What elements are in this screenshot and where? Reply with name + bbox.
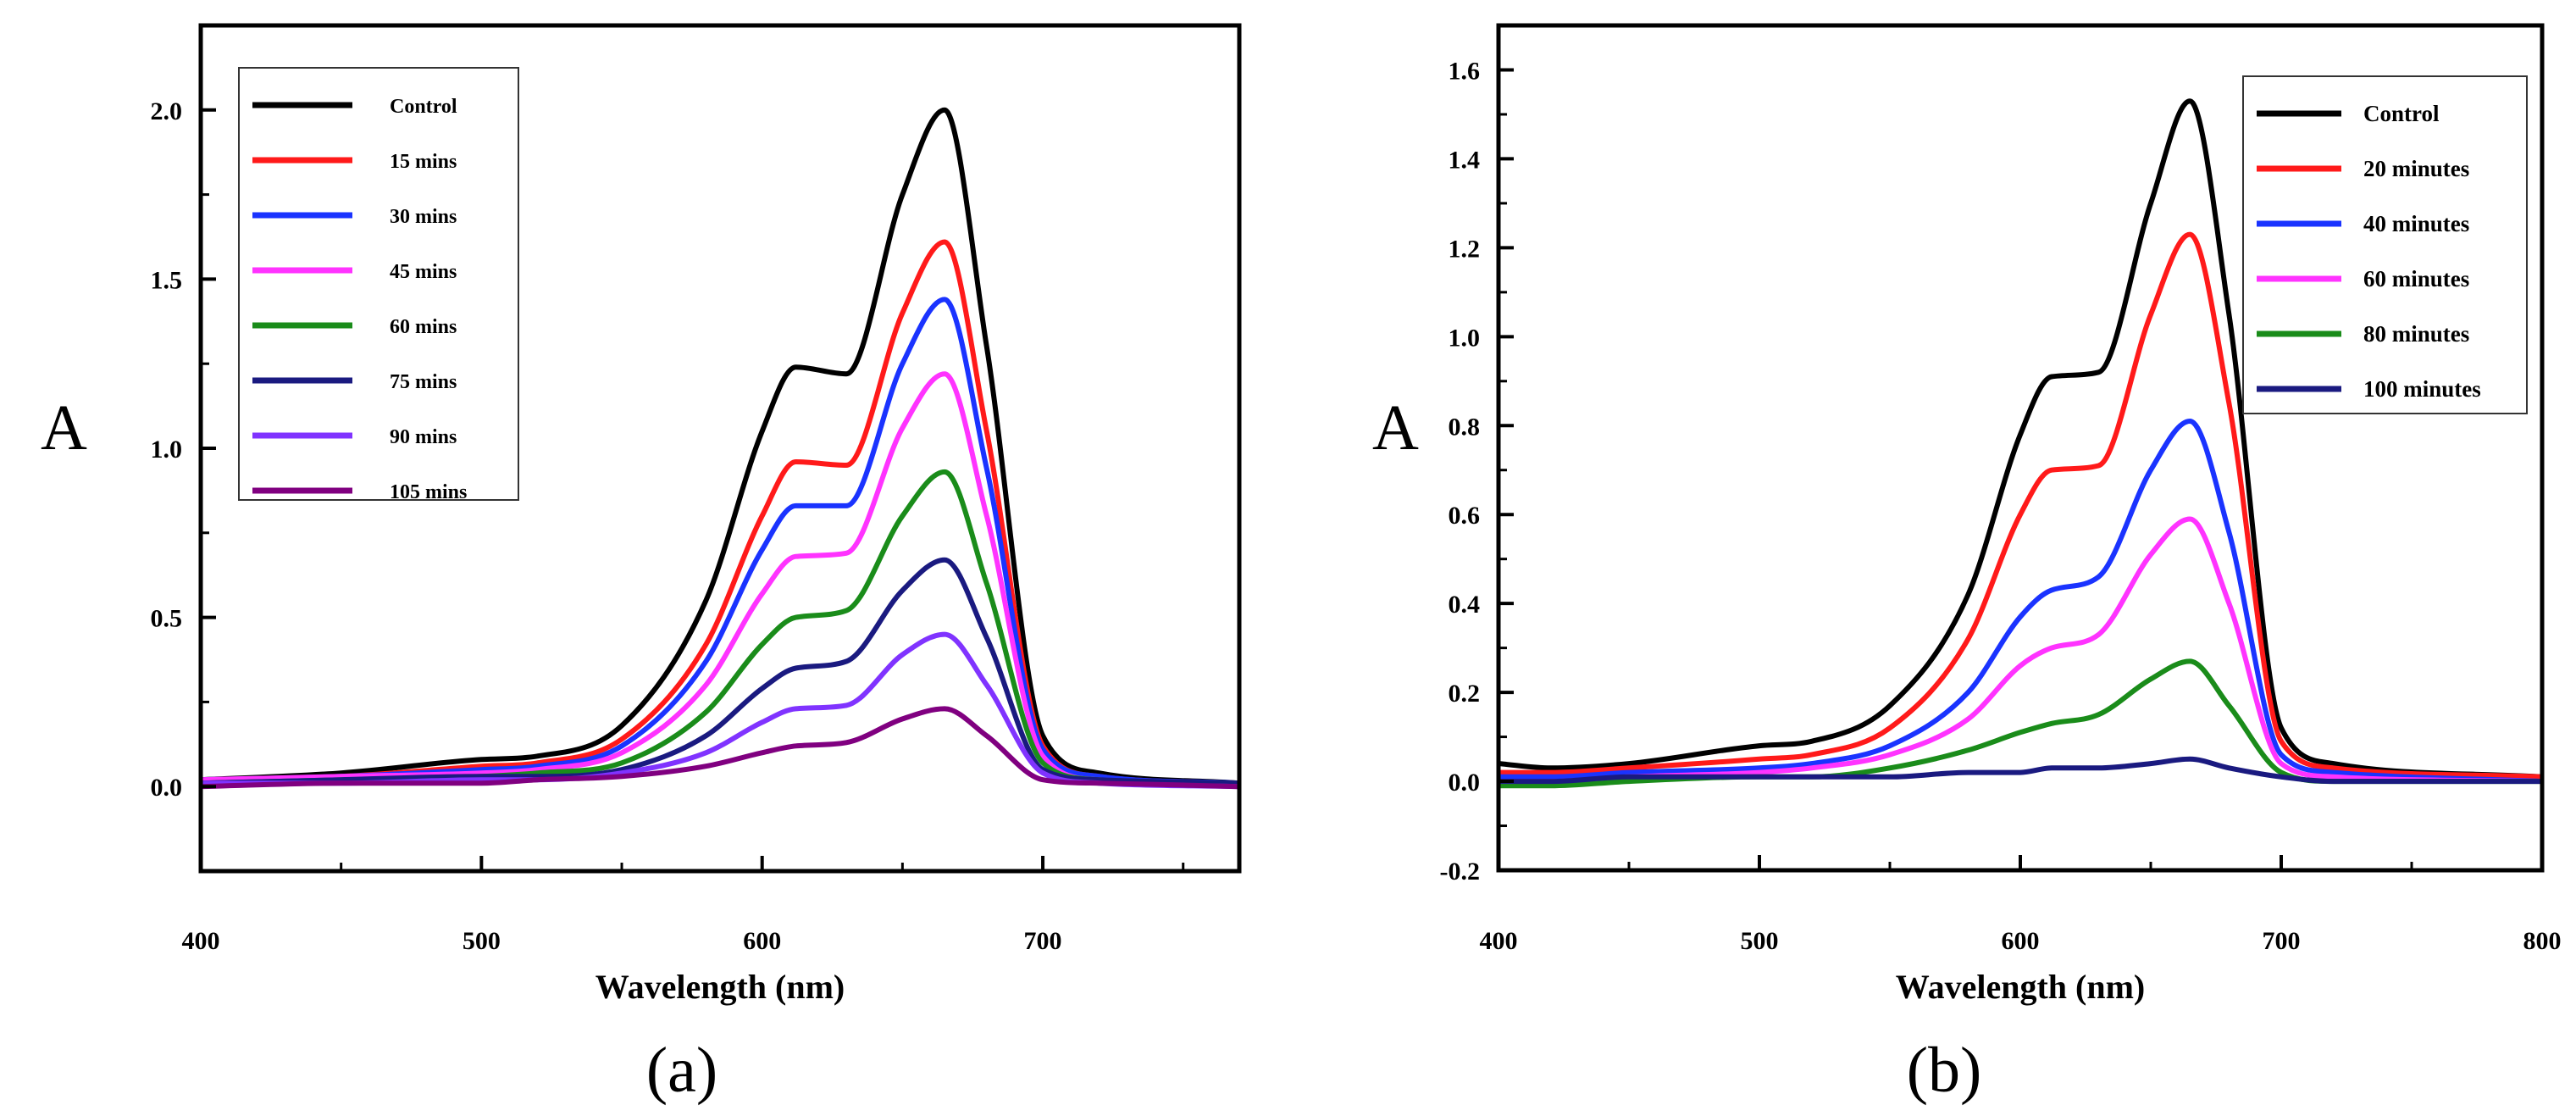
chart-b: 400 500 600 700 800 -0.2 0.0 0.2 0.4 0.6 0.8 1.0 1.2… [1372,23,2562,1106]
y-tick-label: 0.0 [1449,769,1481,797]
y-tick-label: 1.5 [151,266,183,294]
legend-label: 60 minutes [2363,266,2469,291]
y-tick-label: 2.0 [151,97,183,125]
legend-label: 100 minutes [2363,376,2481,402]
y-tick-label: -0.2 [1440,858,1481,886]
series-line-60-minutes [1499,516,2542,785]
y-tick-label: 0.0 [151,774,183,802]
x-tick-label: 500 [463,927,501,955]
x-tick-label: 600 [743,927,781,955]
legend-label: Control [2363,101,2440,126]
legend-label: Control [390,96,457,118]
x-tick-label: 400 [182,927,220,955]
series-line-40-minutes [1499,419,2542,785]
series-line-20-minutes [1499,231,2542,780]
y-tick-label: 0.6 [1449,502,1481,530]
x-tick-label: 600 [2002,927,2040,955]
y-tick-label: 1.4 [1449,146,1481,174]
x-tick-label: 700 [1024,927,1062,955]
panel-label: (b) [1907,1035,1982,1106]
y-tick-label: 1.6 [1449,57,1481,85]
y-tick-label: 0.5 [151,605,183,633]
series-line-control [1499,98,2542,780]
legend-label: 60 mins [390,316,457,338]
legend-label: 40 minutes [2363,211,2469,236]
x-axis-label: Wavelength (nm) [1896,968,2145,1006]
series-line-90-mins [201,631,1239,790]
x-tick-label: 800 [2523,927,2562,955]
legend-box [238,67,519,501]
y-axis-label: A [41,392,87,464]
x-tick-label: 700 [2263,927,2301,955]
series-line-105-mins [201,706,1239,790]
y-tick-label: 0.2 [1449,680,1481,708]
series-line-control [201,107,1239,786]
x-tick-label: 500 [1741,927,1779,955]
x-axis-label: Wavelength (nm) [596,968,845,1006]
x-tick-label: 400 [1480,927,1518,955]
legend-label: 45 mins [390,261,457,283]
legend-label: 15 mins [390,151,457,173]
y-tick-label: 1.0 [151,436,183,464]
chart-a: 400 500 600 700 0.0 0.5 1.0 1.5 2.0 Wavelength (n… [41,23,1242,1106]
legend-label: 80 minutes [2363,321,2469,347]
legend-label: 75 mins [390,371,457,393]
y-axis-label: A [1372,392,1419,464]
series-line-45-mins [201,371,1239,786]
y-tick-label: 0.8 [1449,413,1481,441]
legend-label: 20 minutes [2363,156,2469,181]
legend: Control 15 mins 30 mins 45 mins 60 mins 75 mi… [238,67,519,503]
legend-label: 90 mins [390,426,457,448]
series-line-100-minutes [1499,756,2542,785]
series-line-60-mins [201,469,1239,786]
y-tick-label: 0.4 [1449,591,1481,619]
series-line-75-mins [201,557,1239,786]
series-line-30-mins [201,297,1239,786]
legend-label: 105 mins [390,481,467,503]
panel-label: (a) [646,1035,717,1106]
y-tick-label: 1.0 [1449,324,1481,352]
legend: Control 20 minutes 40 minutes 60 minutes 80 … [2242,75,2528,414]
y-tick-label: 1.2 [1449,235,1481,263]
legend-box [2242,75,2528,414]
legend-label: 30 mins [390,206,457,228]
